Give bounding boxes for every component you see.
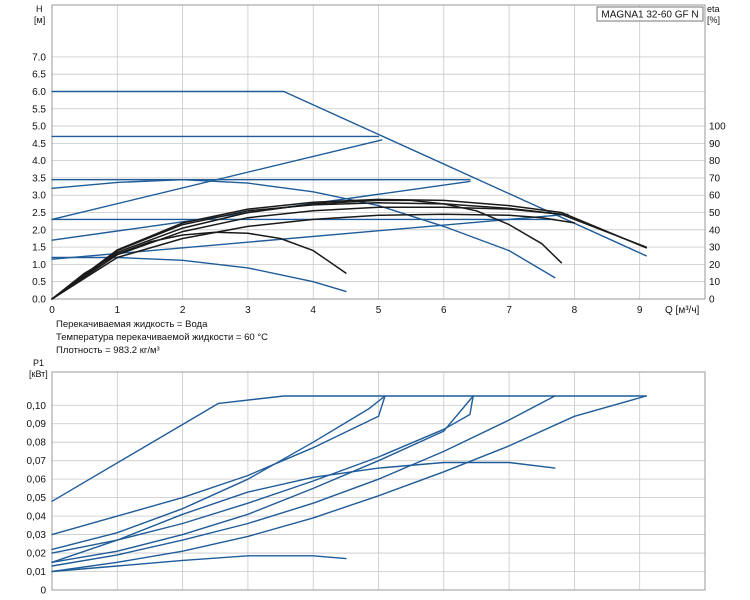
power-y-tick-label: 0,05 (27, 493, 47, 504)
head-y-ticks: 0.0 0.5 1.0 1.5 2.0 2.5 3.0 3.5 4.0 4.5 5.0 5.5 6.0 6… (32, 52, 46, 305)
head-x-tick-label: 5 (376, 305, 382, 316)
efficiency-tick-label: 10 (709, 277, 721, 288)
model-box: MAGNA1 32-60 GF N (596, 6, 704, 22)
head-y-tick-label: 5.0 (32, 122, 46, 133)
power-y-tick-label: 0,07 (27, 456, 47, 467)
power-y-label: P1 (33, 358, 44, 368)
head-x-tick-label: 4 (310, 305, 316, 316)
head-curve-8 (51, 256, 347, 293)
note-fluid: Перекачиваемая жидкость = Вода (56, 319, 208, 330)
head-chart: MAGNA1 32-60 GF N 0.0 0.5 1.0 1.5 2.0 2.5 3.0 3… (32, 4, 726, 316)
head-y-tick-label: 3.0 (32, 191, 46, 202)
head-curve-9 (51, 179, 556, 279)
efficiency-unit: [%] (707, 15, 720, 25)
head-x-tick-label: 1 (115, 305, 121, 316)
head-curve-1 (51, 90, 647, 257)
model-label: MAGNA1 32-60 GF N (601, 10, 698, 21)
head-x-tick-label: 3 (245, 305, 251, 316)
power-y-unit: [кВт] (29, 369, 48, 379)
head-x-tick-label: 2 (180, 305, 186, 316)
head-series-group (51, 90, 647, 300)
head-y-tick-label: 3.5 (32, 173, 46, 184)
head-y-tick-label: 6.5 (32, 70, 46, 81)
head-y-tick-label: 0.0 (32, 295, 46, 306)
head-x-tick-label: 7 (506, 305, 512, 316)
efficiency-tick-label: 50 (709, 208, 721, 219)
power-y-tick-label: 0,02 (27, 549, 47, 560)
efficiency-tick-label: 30 (709, 243, 721, 254)
power-curve-6 (51, 395, 556, 567)
head-y-tick-label: 0.5 (32, 277, 46, 288)
head-y-tick-label: 2.0 (32, 225, 46, 236)
head-y-tick-label: 4.0 (32, 156, 46, 167)
head-y-label: H (36, 4, 43, 14)
head-y-tick-label: 5.5 (32, 104, 46, 115)
head-y-tick-label: 2.5 (32, 208, 46, 219)
head-grid (51, 5, 705, 300)
fluid-notes: Перекачиваемая жидкость = Вода Температу… (56, 319, 268, 356)
head-y-tick-label: 6.0 (32, 87, 46, 98)
efficiency-tick-label: 40 (709, 225, 721, 236)
efficiency-tick-label: 60 (709, 191, 721, 202)
head-y-tick-label: 4.5 (32, 139, 46, 150)
head-x-tick-label: 6 (441, 305, 447, 316)
head-curve-14 (51, 198, 647, 300)
head-x-tick-label: 0 (49, 305, 55, 316)
head-y-unit: [м] (34, 15, 45, 25)
power-curve-2 (51, 395, 386, 536)
head-x-tick-label: 9 (637, 305, 643, 316)
note-density: Плотность = 983.2 кг/м³ (56, 345, 160, 356)
power-curve-1 (51, 395, 647, 502)
power-curve-8 (51, 555, 347, 573)
head-curve-12 (51, 213, 576, 300)
power-y-tick-label: 0,09 (27, 419, 47, 430)
power-y-ticks: 0 0,01 0,02 0,03 0,04 0,05 0,06 0,07 0,08 0,09 0,1… (27, 401, 47, 597)
head-y-tick-label: 1.0 (32, 260, 46, 271)
head-x-label: Q [м³/ч] (665, 305, 700, 316)
power-y-tick-label: 0 (40, 586, 46, 597)
head-efficiency-ticks: 0 10 20 30 40 50 60 70 80 90 100 (709, 122, 726, 306)
efficiency-tick-label: 100 (709, 122, 726, 133)
power-y-tick-label: 0,01 (27, 567, 47, 578)
power-chart: 0 0,01 0,02 0,03 0,04 0,05 0,06 0,07 0,08 0,09 0,1… (27, 358, 706, 597)
efficiency-tick-label: 70 (709, 173, 721, 184)
head-x-ticks: 0 1 2 3 4 5 6 7 8 9 (49, 305, 643, 316)
power-y-tick-label: 0,08 (27, 438, 47, 449)
power-curve-4 (51, 395, 474, 554)
note-temperature: Температура перекачиваемой жидкости = 60… (56, 332, 268, 343)
power-curve-7 (51, 395, 647, 573)
power-curve-9 (51, 461, 556, 563)
power-curve-3 (51, 395, 386, 551)
power-series-group (51, 395, 647, 573)
head-y-tick-label: 1.5 (32, 243, 46, 254)
efficiency-tick-label: 20 (709, 260, 721, 271)
efficiency-tick-label: 80 (709, 156, 721, 167)
power-curve-5 (51, 395, 474, 563)
head-curve-5 (51, 139, 383, 221)
efficiency-label: eta (707, 4, 720, 14)
power-y-tick-label: 0,04 (27, 512, 47, 523)
head-curve-7 (51, 213, 569, 260)
head-curve-13 (51, 206, 647, 300)
efficiency-tick-label: 90 (709, 139, 721, 150)
power-y-tick-label: 0,06 (27, 475, 47, 486)
power-plot-frame (51, 371, 706, 591)
power-y-tick-label: 0,03 (27, 530, 47, 541)
efficiency-tick-label: 0 (709, 295, 715, 306)
head-y-tick-label: 7.0 (32, 52, 46, 63)
head-plot-frame (51, 4, 706, 300)
head-x-tick-label: 8 (572, 305, 578, 316)
head-curve-15 (51, 202, 563, 300)
power-y-tick-label: 0,10 (27, 401, 47, 412)
